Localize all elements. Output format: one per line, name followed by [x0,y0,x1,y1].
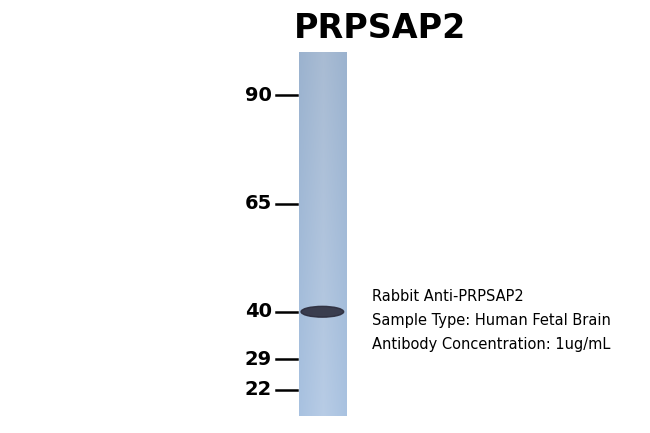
Text: PRPSAP2: PRPSAP2 [294,12,467,45]
Text: 40: 40 [245,302,272,321]
Text: 22: 22 [244,380,272,399]
Text: Antibody Concentration: 1ug/mL: Antibody Concentration: 1ug/mL [372,337,611,352]
Text: Sample Type: Human Fetal Brain: Sample Type: Human Fetal Brain [372,313,611,328]
Text: Rabbit Anti-PRPSAP2: Rabbit Anti-PRPSAP2 [372,289,524,304]
Text: 90: 90 [245,86,272,105]
Ellipse shape [301,307,344,317]
Text: 29: 29 [244,350,272,369]
Text: 65: 65 [244,194,272,213]
